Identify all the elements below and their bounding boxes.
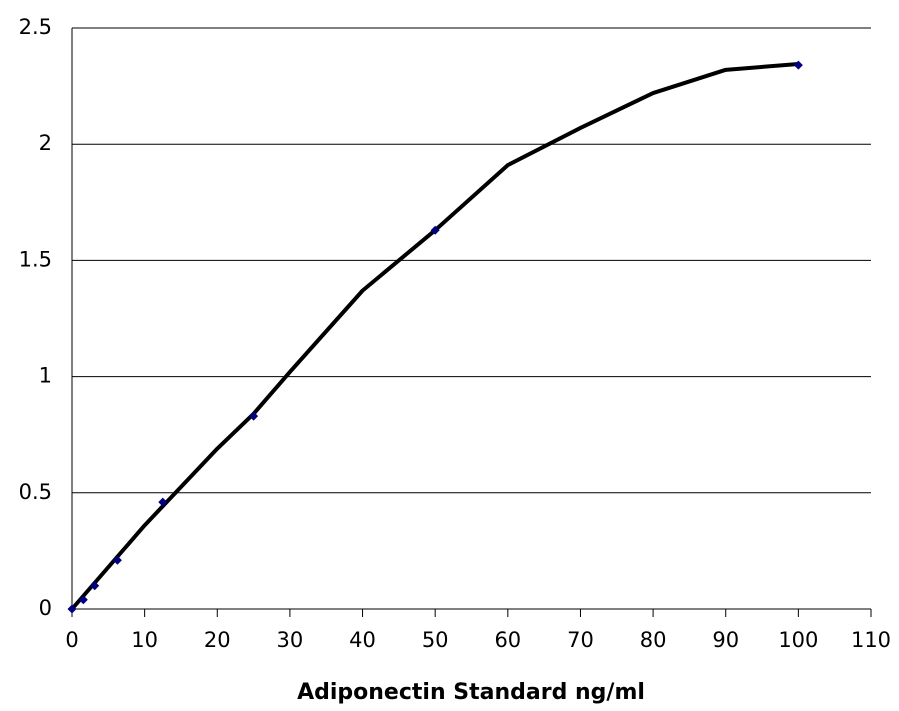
x-tick-label: 60 [494,628,521,652]
data-point [67,604,77,614]
x-tick-label: 20 [204,628,231,652]
data-point [793,60,803,70]
data-point [112,555,122,565]
x-tick-label: 110 [851,628,891,652]
x-axis-label: Adiponectin Standard ng/ml [297,680,645,705]
y-tick-label: 0 [39,596,52,620]
x-tick-label: 10 [131,628,158,652]
y-tick-label: 1 [39,364,52,388]
y-tick-label: 2 [39,131,52,155]
x-tick-label: 70 [567,628,594,652]
data-point [430,225,440,235]
x-tick-label: 50 [422,628,449,652]
y-tick-label: 2.5 [19,15,52,39]
y-tick-label: 0.5 [19,480,52,504]
trendline [70,62,799,611]
data-point [90,581,100,591]
data-point [158,497,168,507]
y-tick-label: 1.5 [19,247,52,271]
x-tick-label: 90 [712,628,739,652]
data-point [249,411,259,421]
x-tick-label: 100 [778,628,818,652]
x-tick-label: 80 [640,628,667,652]
x-tick-label: 40 [349,628,376,652]
data-point [78,595,88,605]
x-tick-label: 0 [65,628,78,652]
x-tick-label: 30 [277,628,304,652]
